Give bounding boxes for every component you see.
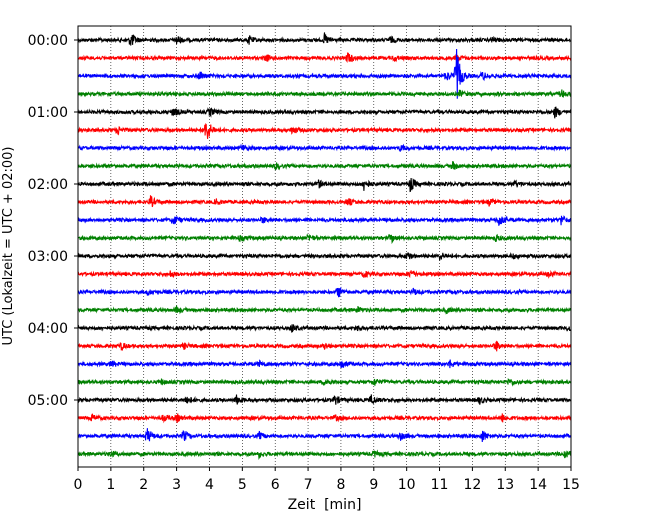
x-tick-label: 1 xyxy=(106,477,115,493)
x-axis-ticks: 0 1 2 3 4 5 6 7 8 9 10 11 12 13 14 15 xyxy=(74,467,580,493)
x-tick-label: 9 xyxy=(369,477,378,493)
x-tick-label: 11 xyxy=(431,477,449,493)
trace-line xyxy=(77,123,572,139)
trace-line xyxy=(77,428,572,443)
trace-line xyxy=(77,449,572,460)
x-tick-label: 7 xyxy=(304,477,313,493)
trace-line xyxy=(77,413,572,424)
trace-line xyxy=(77,177,572,193)
trace-line xyxy=(77,89,572,98)
x-tick-label: 0 xyxy=(74,477,83,493)
trace-line xyxy=(77,48,572,99)
trace-line xyxy=(77,106,572,119)
trace-line xyxy=(77,286,572,298)
x-tick-label: 8 xyxy=(336,477,345,493)
trace-line xyxy=(77,143,572,152)
x-tick-label: 15 xyxy=(562,477,580,493)
trace-line xyxy=(77,305,572,315)
trace-line xyxy=(77,252,572,261)
trace-line xyxy=(77,324,572,333)
x-tick-label: 10 xyxy=(398,477,416,493)
trace-line xyxy=(77,377,572,387)
trace-line xyxy=(77,52,572,64)
y-tick-label: 02:00 xyxy=(28,177,68,193)
x-tick-label: 12 xyxy=(463,477,481,493)
trace-line xyxy=(77,359,572,369)
x-tick-label: 5 xyxy=(238,477,247,493)
y-tick-label: 03:00 xyxy=(28,249,68,265)
x-axis-label: Zeit [min] xyxy=(288,497,362,513)
x-tick-label: 3 xyxy=(172,477,181,493)
trace-line xyxy=(77,340,572,352)
y-axis-label: UTC (Lokalzeit = UTC + 02:00) xyxy=(1,147,16,346)
trace-line xyxy=(77,195,572,208)
x-tick-label: 13 xyxy=(496,477,514,493)
y-tick-label: 00:00 xyxy=(28,33,68,49)
trace-line xyxy=(77,233,572,245)
trace-line xyxy=(77,161,572,171)
x-tick-label: 6 xyxy=(271,477,280,493)
y-tick-label: 05:00 xyxy=(28,393,68,409)
trace-line xyxy=(77,394,572,405)
plot-frame xyxy=(77,25,572,468)
y-axis-ticks: 00:00 01:00 02:00 03:00 04:00 05:00 xyxy=(28,33,78,409)
trace-line xyxy=(77,32,571,46)
y-tick-label: 04:00 xyxy=(28,321,68,337)
x-tick-label: 14 xyxy=(529,477,547,493)
trace-line xyxy=(77,269,572,279)
y-tick-label: 01:00 xyxy=(28,105,68,121)
x-tick-label: 4 xyxy=(205,477,214,493)
trace-line xyxy=(77,215,572,226)
traces xyxy=(77,32,572,460)
x-tick-label: 2 xyxy=(139,477,148,493)
